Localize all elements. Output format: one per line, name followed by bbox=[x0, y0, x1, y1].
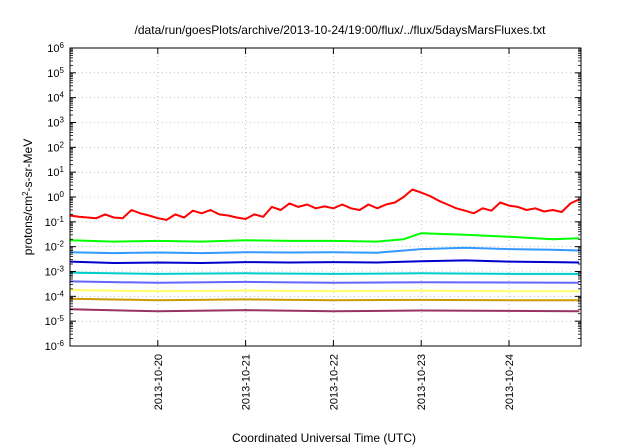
x-tick-label: 2013-10-21 bbox=[241, 354, 253, 410]
y-tick-exp: 4 bbox=[60, 90, 65, 99]
y-tick-label: 10-4 bbox=[45, 289, 65, 304]
series-line-3 bbox=[69, 246, 580, 255]
y-tick-exp: 3 bbox=[60, 115, 65, 124]
x-axis: 2013-10-20 2013-10-21 2013-10-22 2013-10-23… bbox=[153, 48, 516, 410]
y-tick-exp: -3 bbox=[57, 264, 65, 273]
series-line-2 bbox=[69, 232, 580, 243]
y-tick-base: 10 bbox=[45, 316, 57, 328]
y-tick-label: 10-1 bbox=[45, 214, 65, 229]
y-tick-label: 102 bbox=[47, 140, 64, 155]
y-tick-label: 10-3 bbox=[45, 264, 65, 279]
y-tick-base: 10 bbox=[47, 93, 59, 105]
y-tick-base: 10 bbox=[47, 142, 59, 154]
y-tick-base: 10 bbox=[47, 118, 59, 130]
series-line-8 bbox=[69, 297, 580, 302]
y-tick-exp: -2 bbox=[57, 239, 65, 248]
y-tick-base: 10 bbox=[47, 43, 59, 55]
y-tick-base: 10 bbox=[47, 68, 59, 80]
y-tick-exp: -5 bbox=[57, 314, 65, 323]
series-line-1 bbox=[69, 188, 580, 221]
y-tick-label: 10-5 bbox=[45, 314, 65, 329]
series-line-5 bbox=[69, 271, 580, 275]
y-tick-label: 105 bbox=[47, 65, 64, 80]
y-tick-label: 101 bbox=[47, 165, 64, 180]
y-tick-base: 10 bbox=[45, 267, 57, 279]
x-tick-label: 2013-10-23 bbox=[416, 354, 428, 410]
series-line-7 bbox=[69, 289, 580, 293]
y-tick-base: 10 bbox=[47, 167, 59, 179]
y-tick-exp: -1 bbox=[57, 214, 65, 223]
y-axis: 10-610-510-410-310-210-11001011021031041… bbox=[45, 41, 581, 354]
grid bbox=[70, 47, 581, 347]
y-tick-base: 10 bbox=[45, 242, 57, 254]
y-tick-label: 106 bbox=[47, 41, 64, 56]
y-axis-label: protons/cm2-s-sr-MeV bbox=[21, 139, 36, 255]
y-axis-label-main: protons/cm bbox=[21, 196, 35, 255]
y-tick-label: 100 bbox=[47, 190, 64, 205]
series-line-6 bbox=[69, 280, 580, 284]
y-tick-exp: 0 bbox=[60, 190, 65, 199]
y-tick-base: 10 bbox=[45, 291, 57, 303]
y-tick-label: 10-2 bbox=[45, 239, 65, 254]
chart-title: /data/run/goesPlots/archive/2013-10-24/1… bbox=[135, 23, 547, 37]
x-tick-label: 2013-10-24 bbox=[504, 354, 516, 410]
y-tick-base: 10 bbox=[47, 192, 59, 204]
y-tick-exp: 2 bbox=[60, 140, 65, 149]
y-tick-base: 10 bbox=[45, 217, 57, 229]
y-tick-label: 10-6 bbox=[45, 339, 65, 354]
x-tick-label: 2013-10-22 bbox=[328, 354, 340, 410]
y-tick-exp: 5 bbox=[60, 65, 65, 74]
y-tick-label: 103 bbox=[47, 115, 64, 130]
y-tick-exp: 6 bbox=[60, 41, 65, 50]
y-tick-exp: -4 bbox=[57, 289, 65, 298]
y-tick-exp: 1 bbox=[60, 165, 65, 174]
y-tick-label: 104 bbox=[47, 90, 64, 105]
series-line-9 bbox=[69, 308, 580, 313]
y-tick-base: 10 bbox=[45, 341, 57, 353]
x-axis-label: Coordinated Universal Time (UTC) bbox=[232, 431, 416, 445]
y-axis-label-tail: -s-sr-MeV bbox=[21, 139, 35, 192]
y-tick-exp: -6 bbox=[57, 339, 65, 348]
y-axis-label-sup: 2 bbox=[21, 191, 30, 196]
series-group bbox=[69, 188, 580, 313]
series-line-4 bbox=[69, 259, 580, 264]
x-tick-label: 2013-10-20 bbox=[153, 354, 165, 410]
